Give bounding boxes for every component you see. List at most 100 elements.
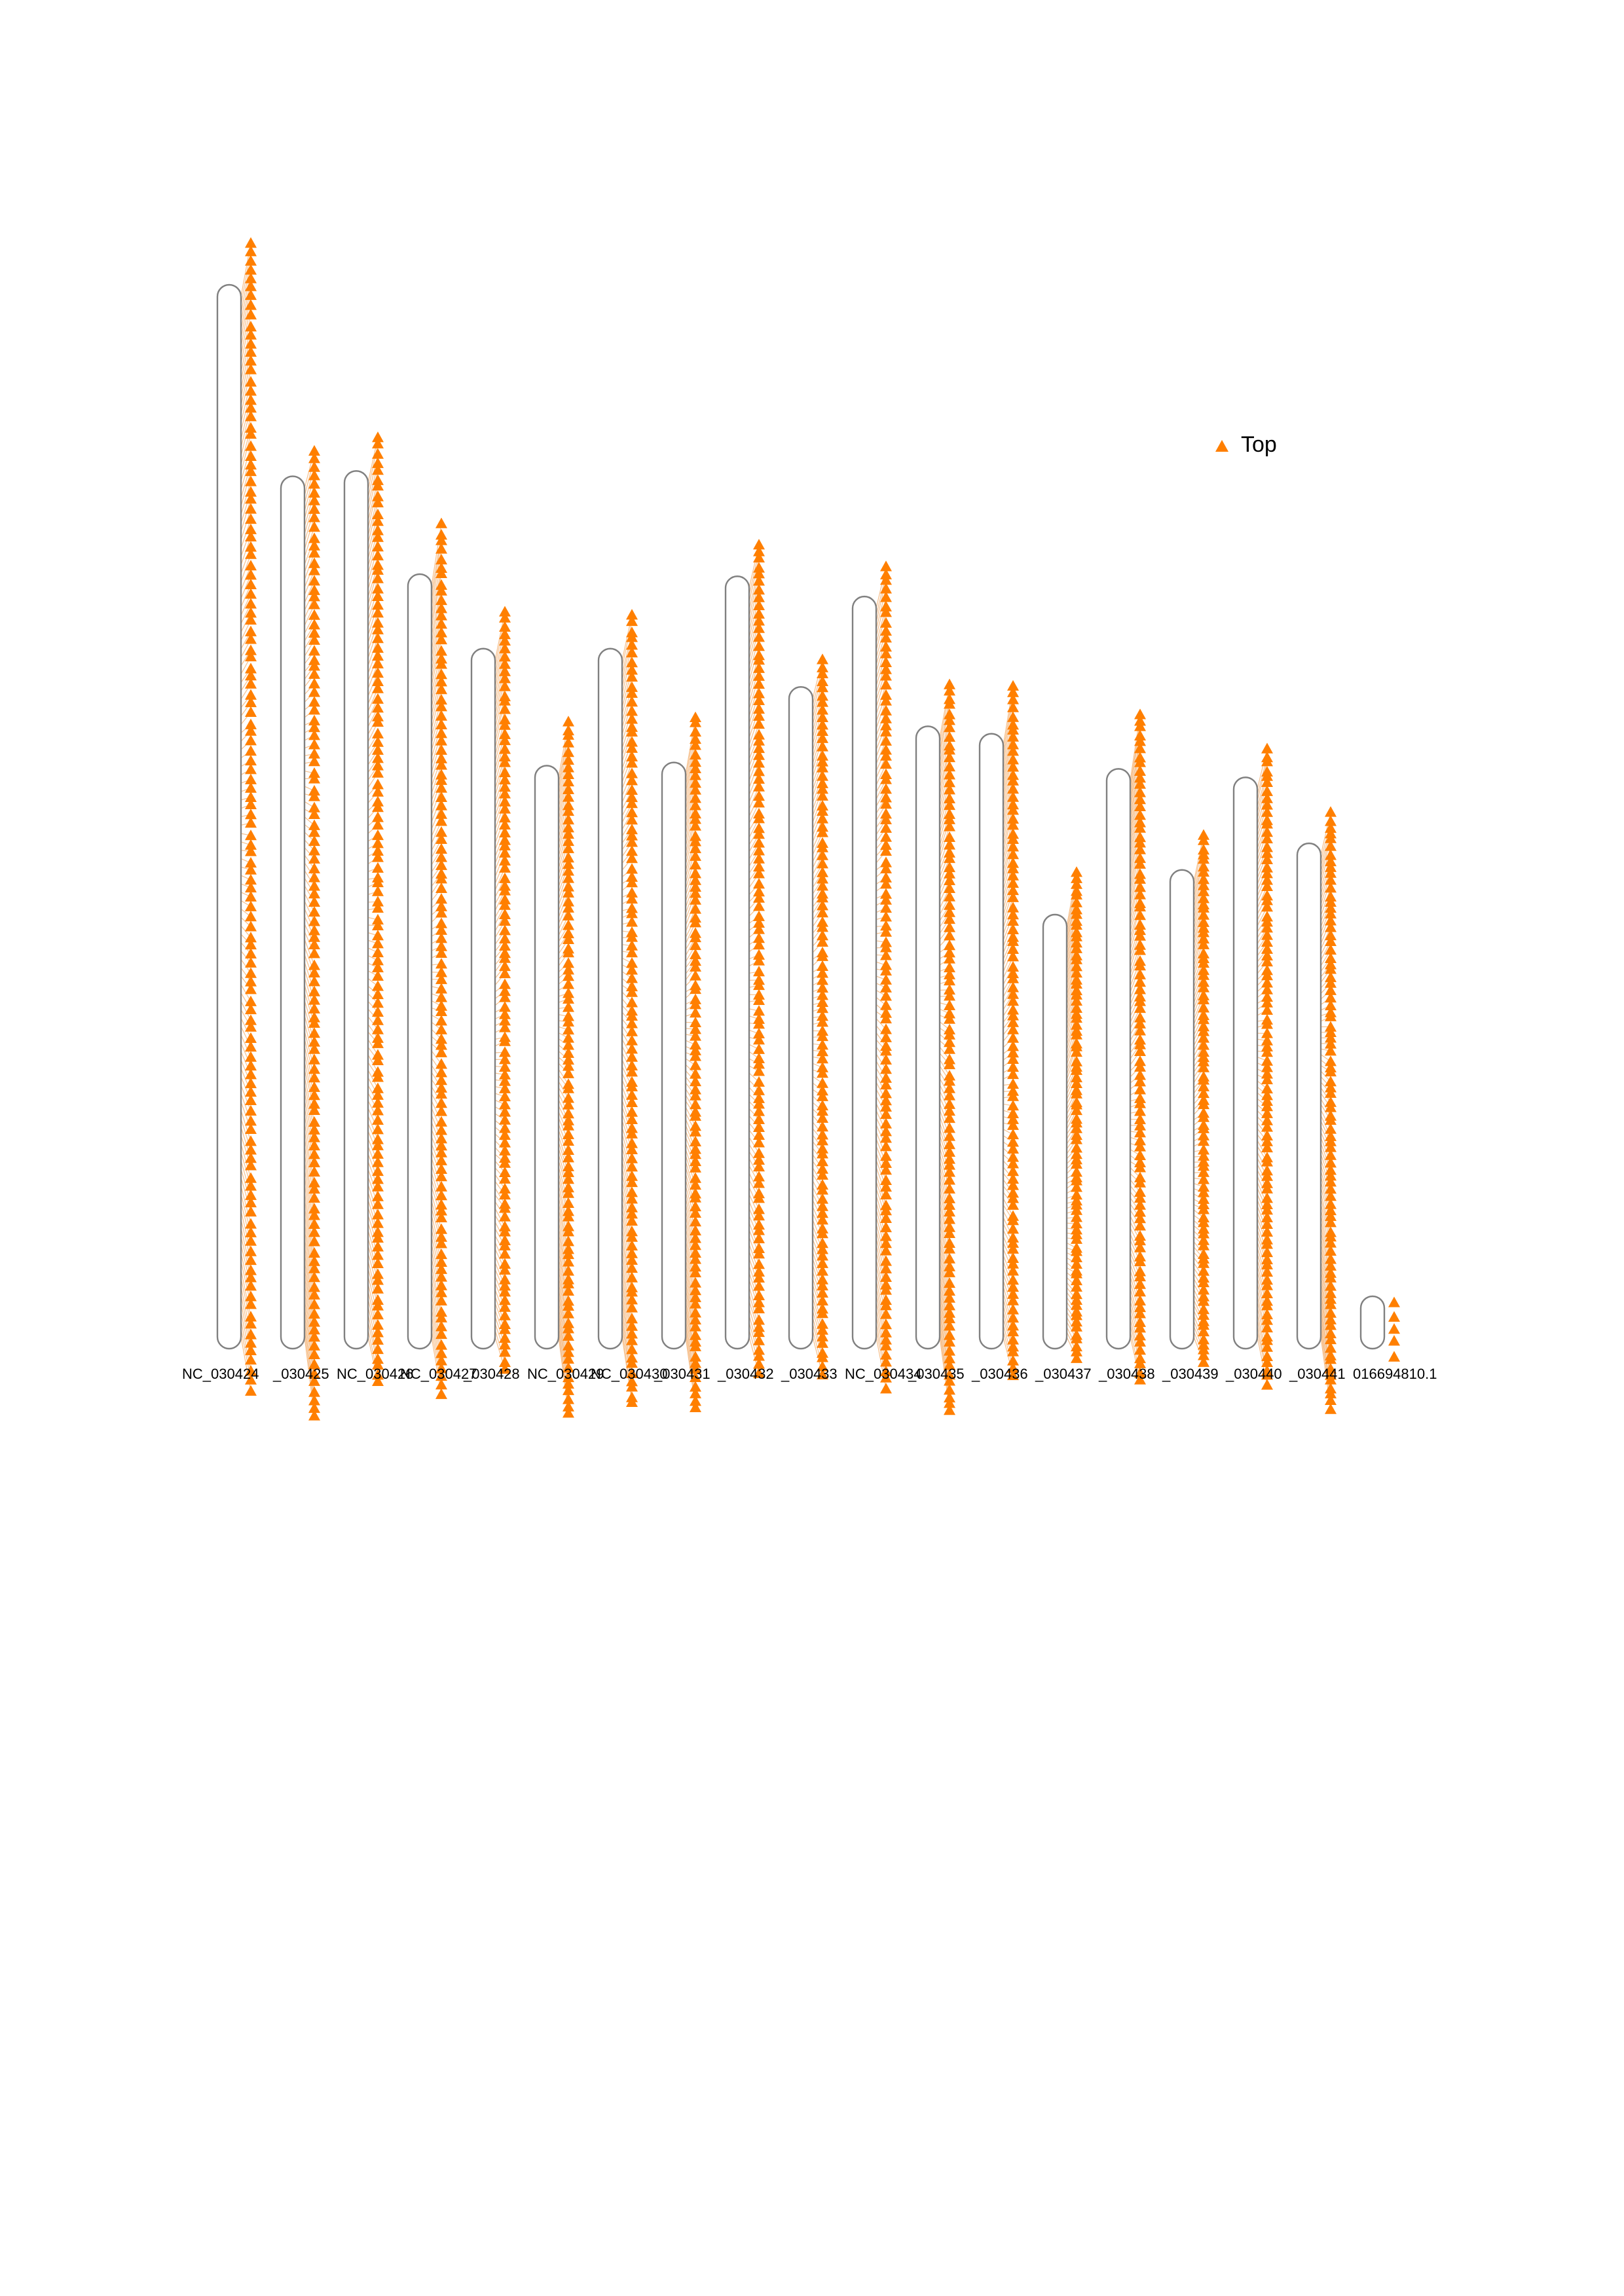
marker-point — [245, 1318, 257, 1329]
marker-point — [817, 906, 828, 918]
marker-point — [817, 1307, 828, 1319]
marker-point — [372, 786, 384, 797]
marker-point — [1261, 1170, 1273, 1181]
marker-point — [880, 999, 892, 1010]
marker-point — [1007, 1199, 1019, 1210]
marker-point — [1325, 1237, 1337, 1248]
marker-point — [499, 1090, 511, 1102]
marker-point — [563, 791, 574, 802]
marker-point — [1134, 1286, 1146, 1297]
marker-point — [1134, 924, 1146, 936]
marker-link — [304, 500, 315, 534]
marker-point — [1261, 1082, 1273, 1094]
marker-point — [1261, 776, 1273, 787]
marker-link — [367, 1108, 378, 1130]
marker-link — [939, 805, 950, 839]
marker-point — [245, 607, 257, 618]
marker-point — [435, 744, 447, 755]
marker-point — [1007, 862, 1019, 873]
marker-point — [435, 893, 447, 904]
marker-point — [1261, 1177, 1273, 1188]
marker-point — [499, 795, 511, 807]
marker-point — [499, 734, 511, 746]
marker-point — [753, 900, 765, 911]
marker-point — [690, 1351, 701, 1362]
marker-point — [1388, 1351, 1400, 1362]
marker-link — [1130, 1233, 1141, 1257]
marker-point — [626, 1113, 638, 1124]
marker-point — [245, 817, 257, 828]
marker-point — [1134, 1220, 1146, 1231]
marker-point — [1198, 1025, 1209, 1036]
marker-point — [308, 547, 320, 558]
marker-point — [817, 826, 828, 837]
marker-point — [563, 902, 574, 913]
marker-point — [435, 1087, 447, 1099]
marker-point — [880, 617, 892, 628]
marker-point — [753, 757, 765, 768]
marker-point — [753, 622, 765, 633]
marker-point — [1007, 711, 1019, 722]
marker-link — [1257, 761, 1268, 801]
chromosome-bar — [216, 283, 242, 1350]
marker-point — [690, 970, 701, 981]
marker-point — [880, 1349, 892, 1360]
marker-point — [435, 873, 447, 884]
marker-point — [435, 1231, 447, 1242]
marker-point — [1134, 1336, 1146, 1347]
marker-point — [753, 1302, 765, 1314]
marker-point — [1325, 1010, 1337, 1021]
marker-point — [690, 1120, 701, 1131]
marker-point — [245, 1264, 257, 1275]
marker-point — [245, 1218, 257, 1229]
marker-point — [690, 1030, 701, 1041]
marker-point — [308, 1182, 320, 1194]
marker-point — [308, 461, 320, 472]
marker-point — [1325, 1271, 1337, 1283]
marker-link — [939, 1103, 950, 1129]
marker-point — [308, 1063, 320, 1074]
marker-point — [753, 1065, 765, 1076]
marker-point — [1198, 1228, 1209, 1239]
marker-point — [690, 799, 701, 811]
marker-point — [1134, 1192, 1146, 1203]
marker-point — [817, 732, 828, 743]
marker-point — [308, 947, 320, 958]
marker-link — [367, 629, 378, 659]
marker-point — [308, 696, 320, 707]
marker-point — [817, 950, 828, 961]
chromosome-bar — [851, 595, 877, 1350]
marker-point — [1325, 1170, 1337, 1181]
marker-link — [876, 676, 887, 708]
marker-point — [245, 1180, 257, 1191]
marker-link — [240, 416, 251, 456]
marker-point — [372, 862, 384, 873]
marker-point — [308, 598, 320, 610]
marker-point — [372, 801, 384, 812]
marker-point — [626, 1127, 638, 1139]
marker-point — [499, 750, 511, 762]
marker-link — [367, 1085, 378, 1103]
marker-point — [372, 845, 384, 856]
marker-point — [1134, 960, 1146, 971]
marker-point — [1325, 867, 1337, 878]
marker-point — [817, 880, 828, 891]
marker-point — [1198, 866, 1209, 877]
marker-point — [372, 496, 384, 507]
marker-point — [753, 812, 765, 824]
marker-point — [626, 1294, 638, 1305]
marker-point — [499, 773, 511, 785]
marker-point — [690, 820, 701, 831]
marker-point — [753, 1084, 765, 1095]
marker-point — [563, 978, 574, 989]
marker-point — [1198, 1319, 1209, 1330]
marker-point — [1071, 937, 1082, 948]
marker-link — [494, 686, 506, 729]
marker-point — [245, 839, 257, 850]
marker-point — [245, 363, 257, 374]
marker-point — [308, 1131, 320, 1142]
marker-point — [563, 822, 574, 833]
marker-point — [626, 863, 638, 874]
marker-link — [367, 502, 378, 544]
marker-point — [499, 952, 511, 963]
